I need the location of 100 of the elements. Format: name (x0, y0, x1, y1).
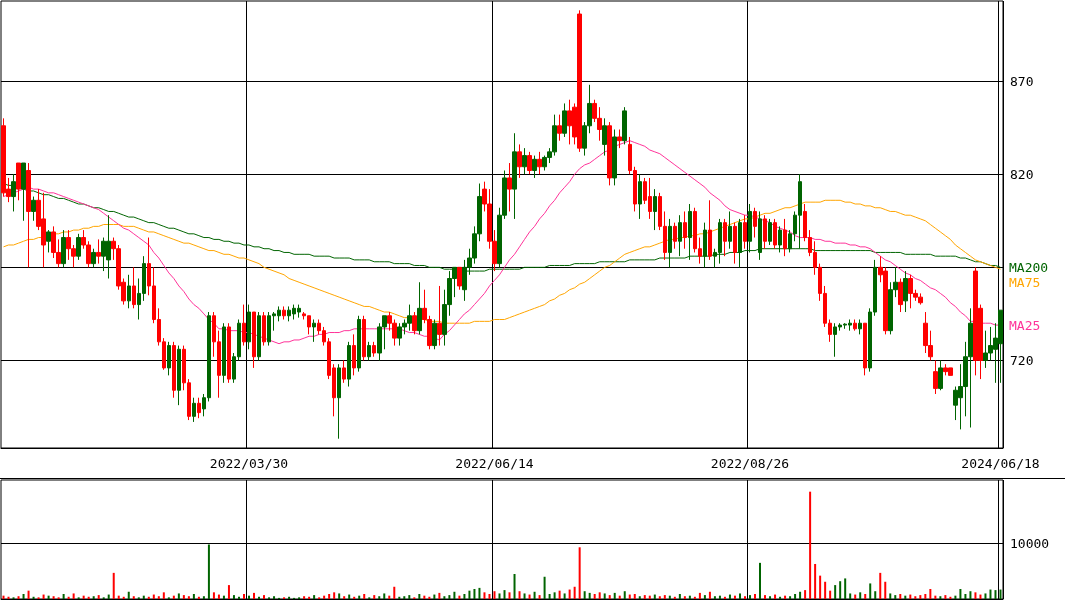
candlestick (743, 214, 747, 250)
bar (478, 587, 481, 599)
bar (52, 596, 55, 599)
candlestick (768, 218, 772, 246)
candlestick (753, 207, 757, 239)
bar (769, 596, 772, 599)
candlestick (557, 114, 562, 142)
candlestick (127, 274, 131, 309)
bar (643, 595, 646, 599)
candlestick (26, 162, 31, 268)
bar (759, 562, 762, 599)
candlestick (673, 222, 677, 250)
bar (844, 578, 847, 599)
candlestick (527, 151, 532, 175)
candlestick (507, 162, 512, 212)
bar (523, 593, 526, 599)
bar (814, 563, 817, 599)
candlestick (748, 203, 752, 253)
bar (573, 586, 576, 599)
candlestick (678, 214, 682, 257)
bar (343, 596, 346, 599)
series-label: MA75 (1009, 274, 1041, 290)
bar (568, 589, 571, 599)
bar (944, 595, 947, 599)
bar (593, 594, 596, 599)
bar (884, 581, 887, 599)
bar (583, 591, 586, 599)
candlestick (773, 218, 777, 250)
bar (518, 591, 521, 599)
bar (87, 596, 90, 599)
y-tick-label: 10000 (1010, 535, 1050, 551)
bar (693, 596, 696, 599)
bar (658, 596, 661, 599)
bar (959, 588, 962, 599)
bar (949, 596, 952, 599)
bar (799, 591, 802, 599)
candlestick (512, 132, 517, 220)
candlestick (252, 311, 256, 369)
bar (273, 596, 276, 599)
bar (27, 590, 30, 599)
bar (804, 590, 807, 599)
bar (212, 592, 215, 599)
bar (859, 592, 862, 599)
candlestick (347, 341, 351, 388)
bar (919, 595, 922, 599)
bar (914, 596, 917, 599)
bar (738, 593, 741, 599)
candlestick (933, 359, 938, 395)
bar (488, 594, 491, 599)
candlestick (858, 318, 862, 335)
candlestick (357, 315, 361, 373)
bar (829, 590, 832, 599)
x-tick-label: 2024/06/18 (961, 456, 1040, 471)
bar (984, 593, 987, 599)
candlestick (607, 121, 612, 186)
bar (633, 594, 636, 599)
bar (683, 596, 686, 599)
bar (849, 593, 852, 599)
bar (834, 585, 837, 599)
bar (708, 591, 711, 599)
candlestick (227, 322, 231, 384)
bar (899, 594, 902, 599)
bar (578, 547, 581, 599)
candlestick (738, 218, 742, 268)
bar (373, 595, 376, 599)
bar (232, 595, 235, 599)
bar (328, 594, 331, 599)
candlestick (517, 143, 522, 179)
bar (874, 591, 877, 599)
bar (67, 596, 70, 599)
y-tick-label: 720 (1010, 352, 1034, 368)
candlestick (222, 322, 226, 384)
candlestick (16, 162, 21, 201)
candlestick (337, 363, 341, 440)
candlestick (352, 333, 356, 376)
bar (473, 588, 476, 599)
bar (363, 594, 366, 599)
candlestick (417, 281, 422, 335)
candlestick (412, 311, 417, 335)
bar (7, 596, 10, 599)
candlestick (437, 285, 442, 347)
candlestick (342, 359, 346, 384)
candlestick (863, 322, 867, 376)
bar (122, 596, 125, 599)
bar (503, 590, 506, 599)
bar (17, 596, 20, 599)
candlestick (778, 225, 782, 253)
bar (303, 596, 306, 599)
bar (819, 575, 822, 599)
bar (824, 581, 827, 599)
x-tick-label: 2022/08/26 (710, 456, 790, 471)
candlestick (853, 318, 857, 332)
series-label: MA25 (1009, 317, 1041, 333)
bar (333, 592, 336, 599)
candlestick (703, 222, 707, 268)
candlestick (522, 147, 527, 175)
bar (939, 596, 942, 599)
bar (743, 596, 746, 599)
candlestick (262, 311, 266, 347)
bar (313, 595, 316, 599)
